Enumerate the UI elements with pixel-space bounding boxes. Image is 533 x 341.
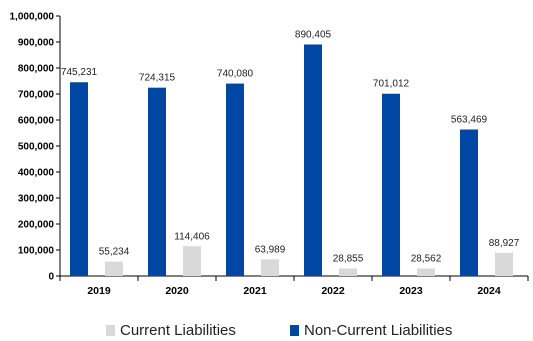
data-label-current-2020: 114,406 [174, 231, 210, 242]
data-label-current-2021: 63,989 [255, 244, 286, 255]
x-tick-label: 2019 [87, 285, 111, 297]
x-tick-label: 2021 [243, 285, 267, 297]
bar-current-2023 [417, 268, 435, 276]
bar-noncurrent-2019 [70, 82, 88, 277]
y-tick-label: 900,000 [18, 38, 55, 49]
y-tick-label: 800,000 [18, 64, 55, 75]
x-tick-label: 2022 [321, 285, 345, 297]
y-axis: 0 100,000 200,000 300,000 400,000 500,000 600,… [10, 12, 61, 283]
data-label-noncurrent-2020: 724,315 [139, 73, 176, 84]
x-tick-label: 2020 [165, 285, 189, 297]
data-label-noncurrent-2023: 701,012 [373, 79, 410, 90]
y-tick-label: 500,000 [18, 142, 55, 153]
y-tick-label: 0 [48, 272, 54, 283]
bar-current-2019 [105, 261, 123, 276]
bar-noncurrent-2021 [226, 83, 244, 277]
bar-noncurrent-2023 [382, 93, 400, 276]
data-label-current-2019: 55,234 [99, 247, 130, 258]
y-tick-label: 600,000 [18, 116, 55, 127]
y-tick-label: 400,000 [18, 168, 55, 179]
bar-chart: 0 100,000 200,000 300,000 400,000 500,000 600,… [10, 12, 529, 297]
legend-swatch-current [106, 325, 115, 336]
x-axis: 2019 2020 2021 2022 2023 2024 [59, 275, 529, 297]
legend-swatch-noncurrent [290, 325, 299, 336]
y-tick-label: 700,000 [18, 90, 55, 101]
legend: Current Liabilities Non-Current Liabilit… [0, 322, 533, 340]
data-label-current-2022: 28,855 [333, 253, 364, 264]
bar-current-2020 [183, 246, 201, 276]
bar-noncurrent-2022 [304, 44, 322, 276]
data-label-noncurrent-2022: 890,405 [295, 29, 332, 40]
legend-label-noncurrent: Non-Current Liabilities [304, 322, 453, 339]
legend-label-current: Current Liabilities [120, 322, 236, 339]
data-label-noncurrent-2021: 740,080 [217, 69, 254, 80]
y-tick-label: 100,000 [18, 246, 55, 257]
x-tick-label: 2023 [399, 285, 423, 297]
bar-current-2021 [261, 259, 279, 276]
bars [70, 44, 513, 277]
data-label-noncurrent-2019: 745,231 [61, 67, 98, 78]
bar-noncurrent-2024 [460, 129, 478, 276]
data-label-current-2023: 28,562 [411, 254, 442, 265]
data-label-noncurrent-2024: 563,469 [451, 114, 488, 125]
bar-current-2022 [339, 268, 357, 276]
legend-item-current: Current Liabilities [106, 322, 236, 339]
y-tick-label: 1,000,000 [10, 12, 55, 23]
x-tick-label: 2024 [477, 285, 501, 297]
y-tick-label: 300,000 [18, 194, 55, 205]
bar-noncurrent-2020 [148, 87, 166, 276]
y-tick-label: 200,000 [18, 220, 55, 231]
data-labels: 745,231 724,315 740,080 890,405 701,012 563,4… [61, 29, 520, 264]
data-label-current-2024: 88,927 [489, 238, 520, 249]
legend-item-noncurrent: Non-Current Liabilities [290, 322, 452, 339]
bar-current-2024 [495, 252, 513, 276]
